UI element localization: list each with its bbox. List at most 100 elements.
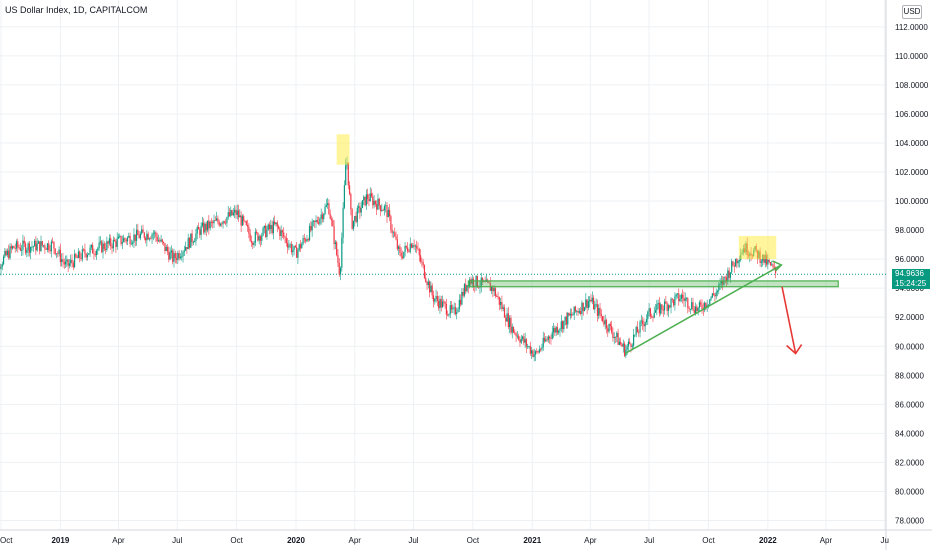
candle-body [765, 255, 768, 265]
candle-body [386, 205, 388, 218]
candle-body [771, 264, 773, 266]
candle-body [620, 341, 622, 345]
candle-body [426, 281, 428, 286]
candle-body [671, 298, 673, 300]
candle-body [338, 263, 340, 275]
candle-body [141, 229, 143, 234]
candle-body [511, 326, 513, 333]
candle-body [700, 302, 702, 305]
candle-body [67, 259, 69, 266]
candle-body [148, 238, 151, 240]
candle-body [722, 280, 724, 285]
candle-body [461, 291, 463, 305]
candle-body [30, 247, 32, 253]
candle-body [159, 240, 161, 242]
candle-body [463, 284, 466, 296]
candle-body [559, 328, 561, 331]
candle-body [631, 345, 633, 347]
candle-body [228, 212, 231, 217]
y-tick-label: 104.0000 [895, 139, 929, 148]
candle-body [403, 251, 405, 258]
y-tick-label: 96.0000 [895, 255, 924, 264]
candle-body [545, 339, 547, 342]
candle-body [644, 322, 646, 327]
candle-body [531, 350, 533, 354]
candle-body [157, 240, 160, 242]
candle-body [265, 225, 267, 238]
candle-body [387, 210, 389, 218]
candle-body [636, 326, 639, 333]
candle-body [632, 334, 635, 346]
candle-body [576, 310, 578, 312]
currency-badge[interactable]: USD [902, 5, 922, 19]
candle-body [596, 304, 599, 316]
candle-body [292, 250, 294, 253]
candle-body [538, 349, 540, 353]
candle-body [377, 198, 379, 210]
candle-body [561, 321, 564, 330]
candle-body [527, 346, 529, 348]
y-tick-label: 92.0000 [895, 313, 924, 322]
candle-body [534, 351, 537, 355]
last-price: 94.9636 [895, 269, 924, 278]
candle-body [533, 354, 535, 357]
candle-body [594, 304, 596, 310]
candle-body [245, 221, 247, 226]
candle-body [23, 240, 25, 244]
candle-body [103, 243, 105, 249]
candle-body [683, 297, 685, 301]
candle-body [212, 221, 214, 224]
candle-body [196, 227, 198, 234]
candle-body [215, 218, 218, 221]
candle-body [249, 233, 251, 241]
candle-body [342, 207, 344, 238]
candle-body [54, 248, 56, 255]
candle-body [680, 294, 682, 300]
candle-body [639, 321, 641, 333]
candle-body [290, 244, 293, 253]
x-tick-label: Oct [467, 536, 480, 545]
candle-body [327, 203, 329, 205]
candle-body [376, 204, 378, 210]
candle-body [1, 264, 3, 267]
candle-body [551, 332, 553, 339]
candle-body [378, 198, 380, 206]
candle-body [696, 306, 698, 311]
candle-body [408, 251, 410, 253]
candle-body [716, 290, 719, 293]
candle-body [139, 233, 142, 239]
candle-body [565, 316, 568, 325]
candle-body [488, 281, 490, 284]
candle-body [493, 288, 495, 292]
candle-body [618, 341, 620, 345]
candle-body [711, 293, 713, 298]
candle-body [554, 328, 556, 333]
candle-body [388, 210, 391, 217]
candle-body [225, 222, 227, 224]
candle-body [506, 313, 508, 322]
candle-body [452, 308, 454, 310]
candle-body [316, 220, 318, 223]
candle-body [623, 343, 626, 356]
x-tick-label: Jul [644, 536, 654, 545]
candle-body [600, 314, 602, 317]
candle-body [598, 307, 600, 316]
candle-body [419, 255, 422, 262]
candle-body [6, 250, 9, 256]
candle-body [192, 242, 194, 243]
candle-body [102, 243, 104, 253]
candle-body [649, 308, 651, 317]
candle-body [665, 301, 667, 304]
candle-body [44, 245, 46, 249]
candle-body [635, 326, 637, 335]
candle-body [114, 239, 116, 242]
candle-body [572, 314, 574, 316]
candle-body [663, 301, 666, 311]
candle-body [17, 241, 19, 248]
candle-body [259, 236, 262, 241]
candle-body [555, 327, 557, 333]
x-tick-label: 2020 [287, 536, 305, 545]
candle-body [621, 344, 623, 347]
candle-body [414, 245, 417, 247]
